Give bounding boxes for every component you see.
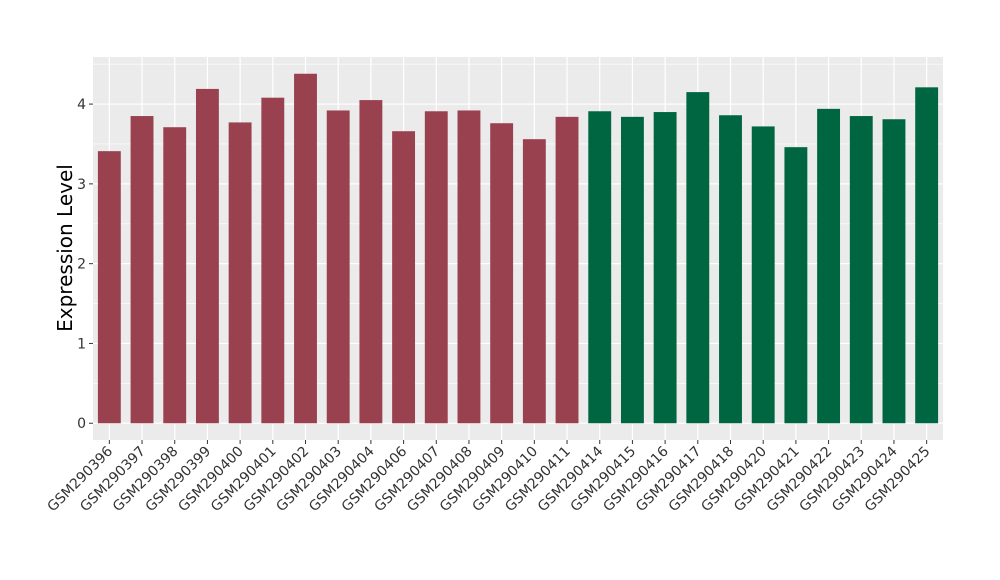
bar-GSM290423 <box>849 116 873 424</box>
bar-GSM290411 <box>555 116 579 424</box>
bar-GSM290408 <box>457 110 481 424</box>
bar-GSM290421 <box>784 147 808 424</box>
y-tick-label: 4 <box>77 97 86 113</box>
y-tick-label: 2 <box>77 257 86 273</box>
bar-GSM290396 <box>97 151 121 424</box>
bar-GSM290418 <box>719 115 742 424</box>
bar-GSM290406 <box>392 131 416 424</box>
bar-GSM290401 <box>261 97 285 424</box>
x-axis: GSM290396GSM290397GSM290398GSM290399GSM2… <box>45 440 933 515</box>
plot-panel <box>93 57 943 440</box>
bar-GSM290425 <box>915 87 939 424</box>
bar-GSM290422 <box>817 108 841 424</box>
bar-GSM290403 <box>326 110 350 424</box>
bar-GSM290416 <box>653 112 677 424</box>
bar-GSM290400 <box>228 122 252 424</box>
bar-GSM290420 <box>751 126 775 424</box>
y-tick-label: 1 <box>77 336 86 352</box>
bar-GSM290415 <box>620 116 644 424</box>
bars <box>97 73 939 424</box>
bar-GSM290402 <box>294 73 317 424</box>
bar-GSM290397 <box>130 116 154 424</box>
bar-GSM290399 <box>195 88 219 424</box>
y-axis-label: Expression Level <box>53 164 77 332</box>
bar-GSM290398 <box>163 127 187 424</box>
bar-GSM290407 <box>424 111 448 424</box>
bar-GSM290410 <box>522 139 546 424</box>
y-axis: 0 1 2 3 4 <box>77 97 93 432</box>
bar-GSM290409 <box>490 123 514 424</box>
bar-GSM290417 <box>686 92 710 424</box>
bar-GSM290404 <box>359 100 383 424</box>
bar-GSM290414 <box>588 111 612 424</box>
y-tick-label: 3 <box>77 177 86 193</box>
bar-GSM290424 <box>882 119 906 424</box>
y-tick-label: 0 <box>77 416 86 432</box>
